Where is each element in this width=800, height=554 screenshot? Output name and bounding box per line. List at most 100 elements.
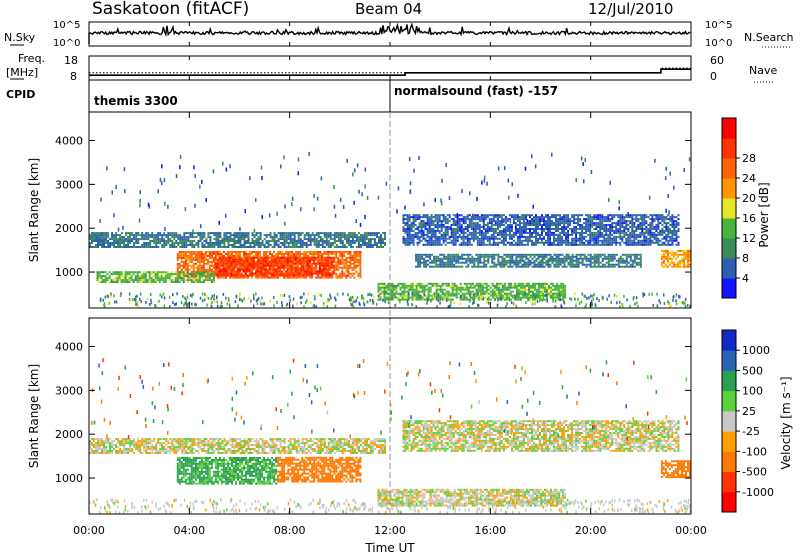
echo-cell [329, 276, 332, 279]
echo-cell [251, 234, 254, 237]
echo-cell [615, 239, 618, 242]
echo-cell [159, 232, 162, 235]
echo-cell [221, 246, 224, 248]
echo-cell [305, 274, 308, 277]
echo-cell [480, 220, 483, 223]
echo-cell [274, 264, 277, 267]
echo-cell [420, 228, 423, 230]
echo-cell [347, 272, 350, 275]
echo-cell [317, 254, 320, 257]
echo-cell [227, 251, 229, 253]
echo-cell [194, 251, 197, 253]
echo-cell [547, 228, 549, 230]
echo-cell [556, 290, 559, 293]
echo-cell [472, 231, 475, 234]
echo-cell [529, 235, 531, 238]
echo-cell [198, 266, 201, 269]
echo-cell [296, 274, 299, 277]
echo-cell [547, 226, 549, 228]
echo-cell [589, 218, 592, 221]
echo-cell [244, 274, 247, 277]
echo-cell [402, 216, 405, 219]
echo-cell [285, 276, 288, 279]
echo-cell [361, 236, 364, 239]
echo-cell [397, 282, 400, 285]
echo-cell [121, 242, 124, 244]
echo-cell [508, 241, 511, 244]
echo-cell [326, 272, 329, 275]
echo-cell [158, 279, 161, 282]
echo-cell [631, 231, 634, 234]
echo-cell [337, 232, 340, 235]
echo-cell [270, 264, 273, 267]
echo-cell [180, 275, 183, 278]
echo-cell [209, 242, 212, 244]
echo-cell [347, 234, 350, 237]
echo-cell [558, 290, 561, 293]
echo-cell [538, 282, 540, 285]
echo-cell [193, 244, 196, 246]
echo-cell [319, 276, 322, 279]
echo-cell [472, 228, 475, 230]
echo-cell [189, 234, 192, 237]
echo-cell [522, 220, 525, 223]
echo-cell [593, 214, 596, 217]
echo-cell [200, 277, 203, 280]
echo-cell [238, 260, 241, 263]
echo-cell [281, 232, 284, 235]
echo-cell [573, 226, 576, 228]
echo-cell [625, 220, 628, 223]
echo-cell [132, 279, 135, 282]
noise-sky-line [88, 22, 691, 44]
echo-cell [229, 253, 231, 255]
echo-cell [214, 268, 217, 271]
echo-cell [579, 239, 582, 242]
echo-cell [339, 272, 342, 275]
echo-cell [561, 237, 564, 240]
echo-cell [575, 228, 578, 230]
echo-cell [273, 238, 276, 241]
echo-cell [215, 244, 218, 246]
echo-cell [537, 228, 539, 230]
echo-cell [393, 286, 396, 289]
echo-cell [251, 251, 253, 253]
echo-cell [555, 237, 557, 240]
echo-cell [567, 239, 570, 242]
echo-cell [218, 262, 221, 265]
echo-cell [491, 294, 494, 297]
echo-cell [217, 234, 220, 237]
echo-cell [595, 239, 598, 242]
echo-cell [144, 277, 147, 280]
echo-cell [180, 253, 183, 255]
echo-cell [524, 230, 527, 232]
echo-cell [331, 256, 334, 259]
echo-cell [267, 240, 270, 242]
echo-cell [416, 237, 419, 240]
echo-cell [327, 251, 330, 253]
echo-cell [412, 226, 415, 228]
echo-cell [513, 294, 516, 297]
echo-cell [331, 276, 334, 279]
echo-cell [315, 246, 318, 248]
echo-cell [410, 241, 413, 244]
echo-cell [274, 262, 277, 265]
echo-cell [430, 237, 433, 240]
echo-cell [577, 243, 580, 246]
echo-cell [532, 282, 534, 285]
echo-cell [190, 254, 193, 257]
echo-cell [308, 256, 311, 259]
echo-cell [335, 251, 338, 253]
echo-cell [95, 244, 97, 246]
echo-cell [290, 270, 293, 273]
echo-cell [401, 284, 404, 287]
echo-cell [521, 292, 524, 295]
echo-cell [484, 218, 487, 221]
echo-cell [278, 258, 281, 261]
echo-cell [492, 228, 495, 230]
echo-cell [444, 235, 447, 238]
echo-cell [442, 216, 445, 219]
echo-cell [237, 240, 240, 242]
echo-cell [633, 214, 636, 217]
echo-cell [554, 284, 556, 287]
echo-cell [297, 251, 300, 253]
